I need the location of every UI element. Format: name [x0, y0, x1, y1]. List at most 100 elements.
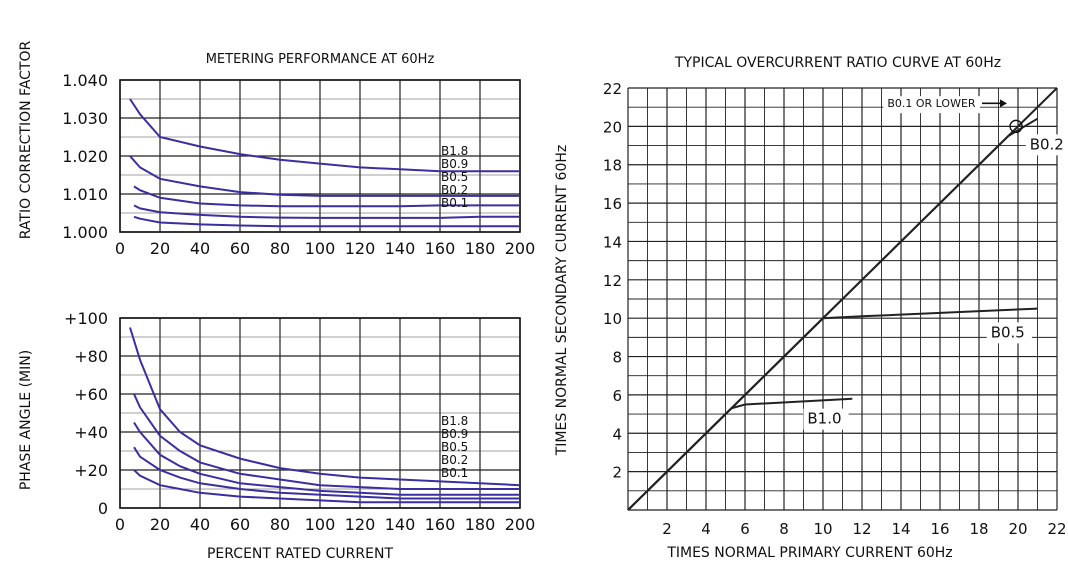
ratio-series-line — [133, 185, 520, 208]
ratio-plot-frame — [119, 79, 521, 233]
ratio-x-tick-label: 80 — [270, 239, 290, 258]
phase-x-tick-label: 60 — [230, 515, 250, 534]
oc-series-line — [627, 117, 1039, 511]
phase-y-tick-label: +80 — [74, 347, 108, 366]
oc-y-tick-label: 4 — [612, 425, 622, 443]
oc-y-tick-label: 2 — [612, 464, 622, 482]
phase-series-label: B1.8 — [441, 414, 468, 428]
metering-ratio-chart: METERING PERFORMANCE AT 60Hz RATIO CORRE… — [18, 40, 535, 258]
metering-phase-chart: PHASE ANGLE (MIN) PERCENT RATED CURRENT … — [18, 309, 535, 562]
phase-x-tick-label: 40 — [190, 515, 210, 534]
oc-x-tick-label: 14 — [891, 520, 910, 538]
phase-x-tick-label: 80 — [270, 515, 290, 534]
ratio-x-tick-label: 60 — [230, 239, 250, 258]
phase-series-label: B0.2 — [441, 453, 468, 467]
ratio-x-tick-label: 100 — [305, 239, 336, 258]
phase-plot-area: 0 20 40 60 80 100 120 140 160 180 200 0 +20 +40 +60 +80… — [64, 309, 535, 534]
overcurrent-y-axis-label: TIMES NORMAL SECONDARY CURRENT 60Hz — [554, 145, 570, 457]
oc-x-tick-label: 12 — [852, 520, 871, 538]
phase-x-tick-label: 0 — [115, 515, 125, 534]
oc-knee-marker — [1009, 119, 1023, 134]
oc-y-tick-label: 10 — [603, 310, 622, 328]
oc-x-tick-label: 2 — [662, 520, 672, 538]
phase-x-tick-label: 140 — [385, 515, 416, 534]
oc-y-tick-label: 20 — [603, 118, 622, 136]
phase-y-tick-label: +20 — [74, 461, 108, 480]
oc-series-label-bg — [883, 96, 981, 114]
oc-x-tick-label: 20 — [1008, 520, 1027, 538]
ratio-series-label: B0.2 — [441, 183, 468, 197]
ratio-y-axis-label: RATIO CORRECTION FACTOR — [18, 40, 34, 239]
oc-y-tick-label: 18 — [603, 157, 622, 175]
ratio-x-tick-label: 180 — [465, 239, 496, 258]
phase-y-tick-label: 0 — [98, 499, 108, 518]
oc-x-tick-label: 18 — [969, 520, 988, 538]
phase-x-axis-label: PERCENT RATED CURRENT — [207, 546, 393, 562]
ratio-series-label: B1.8 — [441, 144, 468, 158]
oc-x-tick-label: 10 — [813, 520, 832, 538]
oc-y-tick-label: 22 — [603, 80, 622, 98]
oc-y-tick-label: 8 — [612, 349, 622, 367]
phase-x-tick-label: 180 — [465, 515, 496, 534]
overcurrent-title: TYPICAL OVERCURRENT RATIO CURVE AT 60Hz — [674, 55, 1001, 71]
ratio-y-tick-label: 1.020 — [62, 147, 108, 166]
overcurrent-x-axis-label: TIMES NORMAL PRIMARY CURRENT 60Hz — [666, 545, 952, 561]
oc-y-tick-label: 14 — [603, 233, 622, 251]
oc-y-tick-label: 6 — [612, 387, 622, 405]
oc-series-label-bg — [803, 408, 849, 430]
ratio-x-tick-label: 120 — [345, 239, 376, 258]
ratio-x-tick-label: 40 — [190, 239, 210, 258]
oc-series-label: B0.2 — [1030, 135, 1064, 153]
phase-plot-frame — [119, 317, 521, 509]
phase-series-label: B0.9 — [441, 427, 468, 441]
oc-x-tick-label: 8 — [779, 520, 789, 538]
phase-x-tick-label: 20 — [150, 515, 170, 534]
ratio-series-line — [133, 204, 520, 219]
overcurrent-plot-area: 2 4 6 8 10 12 14 16 18 20 22246810121416182022B0.1… — [603, 80, 1068, 538]
ratio-y-tick-label: 1.010 — [62, 185, 108, 204]
ratio-x-tick-label: 160 — [425, 239, 456, 258]
oc-label-arrowhead — [1000, 99, 1008, 108]
phase-series-line — [129, 327, 521, 487]
metering-title: METERING PERFORMANCE AT 60Hz — [206, 52, 435, 67]
oc-series-label: B1.0 — [807, 410, 841, 428]
phase-series-label: B0.1 — [441, 466, 468, 480]
oc-series-line — [627, 397, 853, 511]
oc-y-tick-label: 16 — [603, 195, 622, 213]
ratio-x-tick-label: 20 — [150, 239, 170, 258]
phase-x-tick-label: 200 — [505, 515, 536, 534]
ratio-y-tick-label: 1.040 — [62, 71, 108, 90]
oc-series-label: B0.5 — [991, 323, 1025, 341]
oc-x-tick-label: 4 — [701, 520, 711, 538]
ratio-series-label: B0.9 — [441, 157, 468, 171]
ratio-series-line — [129, 98, 520, 173]
phase-y-tick-label: +60 — [74, 385, 108, 404]
phase-series-line — [133, 446, 520, 500]
ratio-series-line — [133, 215, 520, 228]
phase-series-line — [133, 469, 520, 504]
ratio-plot-area: 0 20 40 60 80 100 120 140 160 180 200 1.000 1.010 1.0… — [62, 71, 535, 258]
ratio-series-label: B0.5 — [441, 170, 468, 184]
ratio-y-tick-label: 1.030 — [62, 109, 108, 128]
phase-x-tick-label: 100 — [305, 515, 336, 534]
oc-y-tick-label: 12 — [603, 272, 622, 290]
oc-x-tick-label: 22 — [1047, 520, 1066, 538]
ratio-series-line — [129, 155, 520, 197]
oc-x-tick-label: 6 — [740, 520, 750, 538]
ratio-x-tick-label: 140 — [385, 239, 416, 258]
phase-y-axis-label: PHASE ANGLE (MIN) — [18, 350, 34, 490]
oc-series-label: B0.1 OR LOWER — [887, 97, 976, 110]
ratio-x-tick-label: 0 — [115, 239, 125, 258]
phase-series-label: B0.5 — [441, 440, 468, 454]
ratio-series-label: B0.1 — [441, 196, 468, 210]
phase-series-line — [133, 393, 520, 490]
oc-series-label-bg — [986, 322, 1032, 344]
phase-y-tick-label: +40 — [74, 423, 108, 442]
phase-x-tick-label: 160 — [425, 515, 456, 534]
overcurrent-chart: TYPICAL OVERCURRENT RATIO CURVE AT 60Hz … — [554, 55, 1068, 561]
phase-series-line — [133, 421, 520, 496]
phase-y-tick-label: +100 — [64, 309, 108, 328]
phase-x-tick-label: 120 — [345, 515, 376, 534]
ratio-x-tick-label: 200 — [505, 239, 536, 258]
